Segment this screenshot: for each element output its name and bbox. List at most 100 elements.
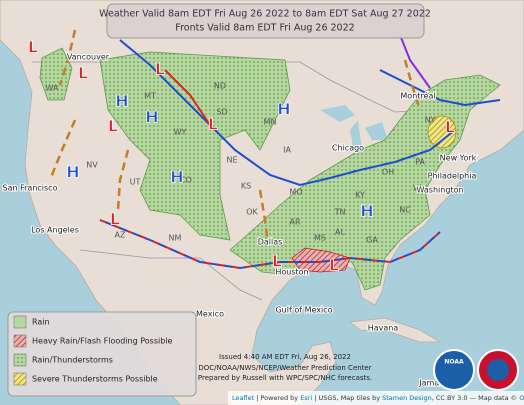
place-label: San Francisco — [3, 184, 58, 193]
place-label: Houston — [275, 268, 308, 277]
trough — [58, 29, 77, 86]
state-label: MO — [289, 188, 302, 197]
state-label: IA — [283, 146, 291, 155]
state-label: SD — [216, 108, 227, 117]
header-box — [106, 3, 425, 39]
warm-front — [164, 69, 211, 126]
state-label: ND — [214, 82, 226, 91]
pressure-center: L — [272, 252, 282, 271]
place-label: Chicago — [332, 144, 364, 153]
state-label: TN — [334, 208, 346, 217]
great-lakes — [320, 105, 425, 152]
state-label: NV — [86, 161, 98, 170]
cold-front — [119, 39, 456, 187]
legend-swatch — [13, 372, 27, 386]
state-label: WA — [46, 84, 59, 93]
place-label: Dallas — [258, 238, 283, 247]
rain-thunderstorm-area — [39, 47, 73, 101]
legend-swatch — [13, 315, 27, 329]
state-label: UT — [130, 178, 141, 187]
place-label: Los Angeles — [31, 226, 79, 235]
legend-label: Heavy Rain/Flash Flooding Possible — [32, 337, 173, 346]
pressure-center: H — [170, 168, 183, 187]
issued-line: Prepared by Russell with WPC/SPC/NHC for… — [198, 374, 372, 382]
trough — [258, 189, 270, 246]
cuba — [348, 317, 442, 343]
occluded-front — [399, 34, 431, 89]
issued-line: Issued 4:40 AM EDT Fri, Aug 26, 2022 — [219, 353, 351, 361]
place-label: New York — [440, 154, 477, 163]
attribution-text: | USGS, Map tiles by — [312, 394, 382, 402]
logo-text: NOAA — [444, 359, 464, 366]
state-label: NE — [226, 156, 237, 165]
attribution-text: , CC BY 3.0 — Map data © — [432, 394, 519, 402]
legend-box — [7, 311, 197, 397]
severe-thunderstorm-area — [427, 115, 457, 149]
state-label: OK — [246, 208, 258, 217]
state-label: AZ — [115, 231, 126, 240]
attribution-box — [228, 391, 524, 405]
state-label: GA — [366, 236, 378, 245]
pressure-center: L — [78, 64, 88, 83]
trough — [48, 119, 77, 181]
pressure-center: H — [277, 100, 290, 119]
legend-swatch — [13, 334, 27, 348]
state-label: PA — [415, 158, 425, 167]
state-label: KY — [355, 191, 365, 200]
legend-label: Rain — [32, 318, 50, 327]
legend-swatch — [13, 353, 27, 367]
trough — [403, 59, 422, 111]
state-label: NY — [425, 116, 436, 125]
legend-label: Rain/Thunderstorms — [32, 356, 113, 365]
state-label: MT — [144, 92, 156, 101]
pressure-center: L — [110, 210, 120, 229]
state-label: NC — [399, 206, 411, 215]
pressure-center: L — [445, 118, 455, 137]
state-label: KS — [241, 182, 251, 191]
attribution-link[interactable]: Esri — [300, 394, 312, 402]
attribution-link[interactable]: Stamen Design — [382, 394, 432, 402]
pressure-center: H — [115, 92, 128, 111]
place-label: Philadelphia — [428, 172, 477, 181]
place-label: Gulf of Mexico — [275, 306, 332, 315]
state-label: AR — [289, 218, 300, 227]
place-label: Washington — [416, 186, 463, 195]
heavy-rain-area — [291, 247, 351, 273]
rain-thunderstorm-area — [99, 51, 291, 241]
state-label: CO — [180, 176, 192, 185]
attribution-text: | Powered by — [254, 394, 300, 402]
state-label: AL — [335, 228, 345, 237]
issued-line: DOC/NOAA/NWS/NCEP/Weather Prediction Cen… — [198, 364, 371, 372]
state-label: WY — [174, 128, 187, 137]
pressure-center: L — [208, 115, 218, 134]
pressure-center: H — [360, 202, 373, 221]
pressure-center: L — [108, 117, 118, 136]
attribution-link[interactable]: Leaflet — [232, 394, 255, 402]
state-label: VA — [413, 184, 424, 193]
place-label: Havana — [368, 324, 399, 333]
pressure-center: L — [28, 38, 38, 57]
place-label: Mexico — [196, 310, 224, 319]
state-label: OH — [382, 168, 394, 177]
pressure-center: H — [66, 163, 79, 182]
cold-front — [379, 69, 501, 107]
trough — [116, 149, 130, 211]
state-label: NM — [169, 234, 182, 243]
place-label: Montréal — [400, 91, 435, 101]
state-label: MS — [314, 234, 326, 243]
noaa-logo — [433, 349, 475, 391]
stationary-front — [99, 219, 441, 270]
state-label: MN — [264, 118, 277, 127]
nws-logo-inner — [487, 359, 509, 381]
place-label: Jamaica — [418, 379, 451, 388]
header-line: Weather Valid 8am EDT Fri Aug 26 2022 to… — [99, 9, 431, 20]
attribution-link[interactable]: OpenStreetMap — [519, 394, 524, 402]
pressure-center: H — [145, 108, 158, 127]
pressure-center: L — [329, 256, 339, 275]
header-line: Fronts Valid 8am EDT Fri Aug 26 2022 — [175, 23, 354, 34]
legend-label: Severe Thunderstorms Possible — [32, 375, 158, 384]
pressure-center: L — [155, 60, 165, 79]
place-label: Vancouver — [67, 53, 110, 62]
attribution: Leaflet | Powered by Esri | USGS, Map ti… — [232, 394, 524, 402]
